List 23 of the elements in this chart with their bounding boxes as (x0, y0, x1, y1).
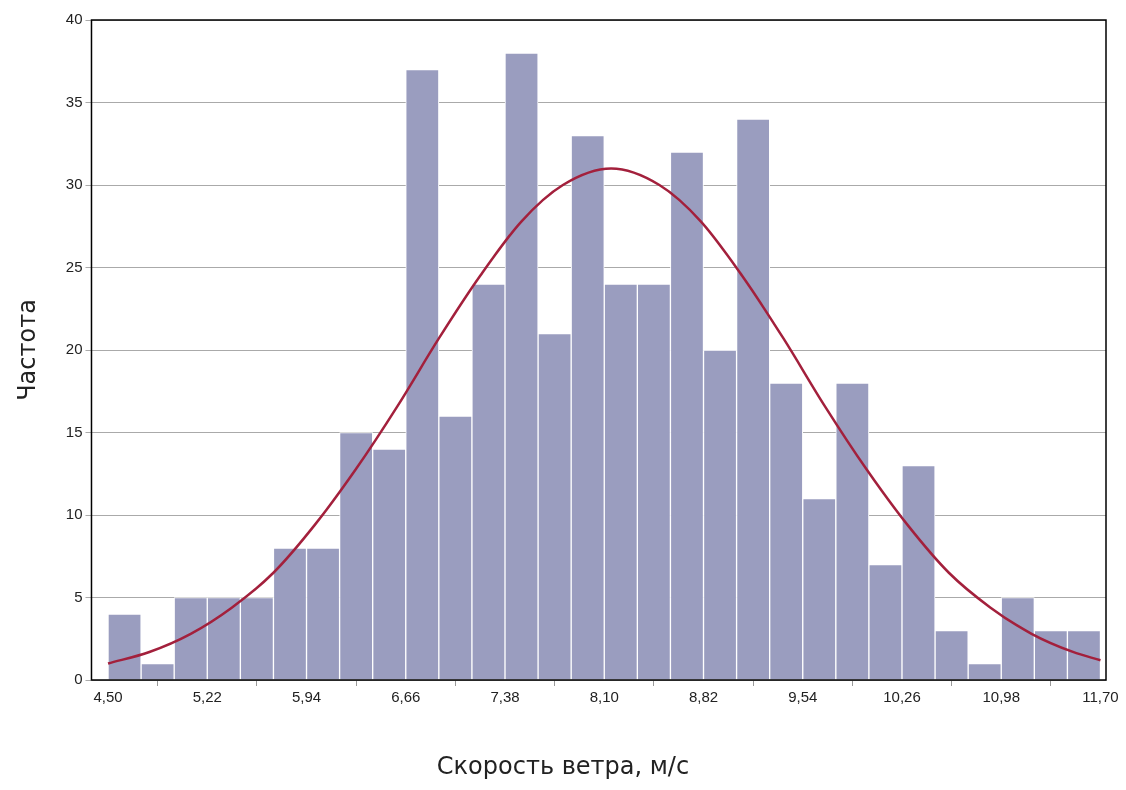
y-axis-title: Частота (12, 299, 41, 401)
y-tick-label: 10 (65, 505, 83, 523)
x-tick-label: 7,38 (490, 688, 520, 706)
line-series (106, 167, 1102, 665)
y-tick-label: 40 (65, 10, 83, 28)
x-tick-label: 8,10 (589, 688, 619, 706)
x-tick-label: 6,66 (391, 688, 421, 706)
x-tick-label: 10,98 (982, 688, 1021, 706)
y-tick-label: 30 (65, 175, 83, 193)
x-tick-label: 11,70 (1082, 688, 1119, 706)
y-tick-label: 35 (65, 92, 83, 110)
y-tick-label: 0 (74, 670, 83, 688)
y-tick-label: 20 (65, 340, 83, 358)
x-tick-label: 5,22 (192, 688, 222, 706)
y-tick-label: 15 (65, 422, 83, 440)
x-tick-label: 5,94 (291, 688, 322, 706)
y-tick-label: 25 (65, 257, 83, 275)
x-tick-label: 4,50 (93, 688, 123, 706)
x-tick-label: 9,54 (788, 688, 818, 706)
x-axis-title: Скорость ветра, м/с (435, 752, 691, 780)
x-tick-label: 8,82 (688, 688, 719, 706)
y-tick-label: 5 (74, 587, 83, 605)
x-tick-label: 10,26 (883, 688, 921, 706)
